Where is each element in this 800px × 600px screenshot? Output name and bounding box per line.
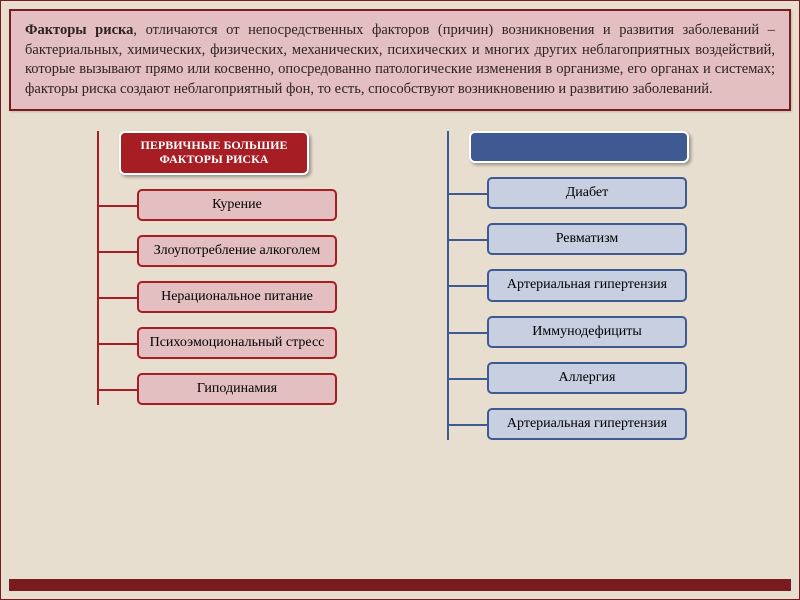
connector xyxy=(97,297,137,299)
left-item-box: Курение xyxy=(137,189,337,221)
left-item-box: Злоупотребление алкоголем xyxy=(137,235,337,267)
connector xyxy=(447,193,487,195)
connector xyxy=(97,389,137,391)
right-item: Ревматизм xyxy=(487,223,687,255)
connector xyxy=(97,251,137,253)
left-spine xyxy=(97,131,99,405)
slide-canvas: Факторы риска, отличаются от непосредств… xyxy=(0,0,800,600)
left-item: Курение xyxy=(137,189,337,221)
connector xyxy=(447,378,487,380)
connector xyxy=(447,239,487,241)
right-item-box: Ревматизм xyxy=(487,223,687,255)
right-item: Диабет xyxy=(487,177,687,209)
left-column: ПЕРВИЧНЫЕ БОЛЬШИЕ ФАКТОРЫ РИСКА Курение З… xyxy=(119,131,379,405)
right-column: Диабет Ревматизм Артериальная гипертензия И… xyxy=(469,131,729,440)
left-item: Гиподинамия xyxy=(137,373,337,405)
connector xyxy=(447,424,487,426)
left-item-box: Нерациональное питание xyxy=(137,281,337,313)
left-items: Курение Злоупотребление алкоголем Нерацион… xyxy=(119,189,379,405)
connector xyxy=(447,285,487,287)
right-item-box: Диабет xyxy=(487,177,687,209)
right-item: Иммунодефициты xyxy=(487,316,687,348)
right-item-box: Артериальная гипертензия xyxy=(487,269,687,301)
right-item-box: Артериальная гипертензия xyxy=(487,408,687,440)
bottom-bar xyxy=(9,579,791,591)
connector xyxy=(447,332,487,334)
right-item: Аллергия xyxy=(487,362,687,394)
left-item: Психоэмоциональный стресс xyxy=(137,327,337,359)
right-item: Артериальная гипертензия xyxy=(487,408,687,440)
right-item-box: Аллергия xyxy=(487,362,687,394)
left-item: Нерациональное питание xyxy=(137,281,337,313)
connector xyxy=(97,205,137,207)
connector xyxy=(97,343,137,345)
description-text: , отличаются от непосредственных факторо… xyxy=(25,22,775,97)
right-item: Артериальная гипертензия xyxy=(487,269,687,301)
left-item-box: Гиподинамия xyxy=(137,373,337,405)
left-item-box: Психоэмоциональный стресс xyxy=(137,327,337,359)
description-box: Факторы риска, отличаются от непосредств… xyxy=(9,9,791,111)
right-header xyxy=(469,131,689,163)
left-item: Злоупотребление алкоголем xyxy=(137,235,337,267)
left-header: ПЕРВИЧНЫЕ БОЛЬШИЕ ФАКТОРЫ РИСКА xyxy=(119,131,309,175)
right-items: Диабет Ревматизм Артериальная гипертензия И… xyxy=(469,177,729,440)
right-item-box: Иммунодефициты xyxy=(487,316,687,348)
description-bold: Факторы риска xyxy=(25,22,133,38)
columns: ПЕРВИЧНЫЕ БОЛЬШИЕ ФАКТОРЫ РИСКА Курение З… xyxy=(9,131,791,521)
